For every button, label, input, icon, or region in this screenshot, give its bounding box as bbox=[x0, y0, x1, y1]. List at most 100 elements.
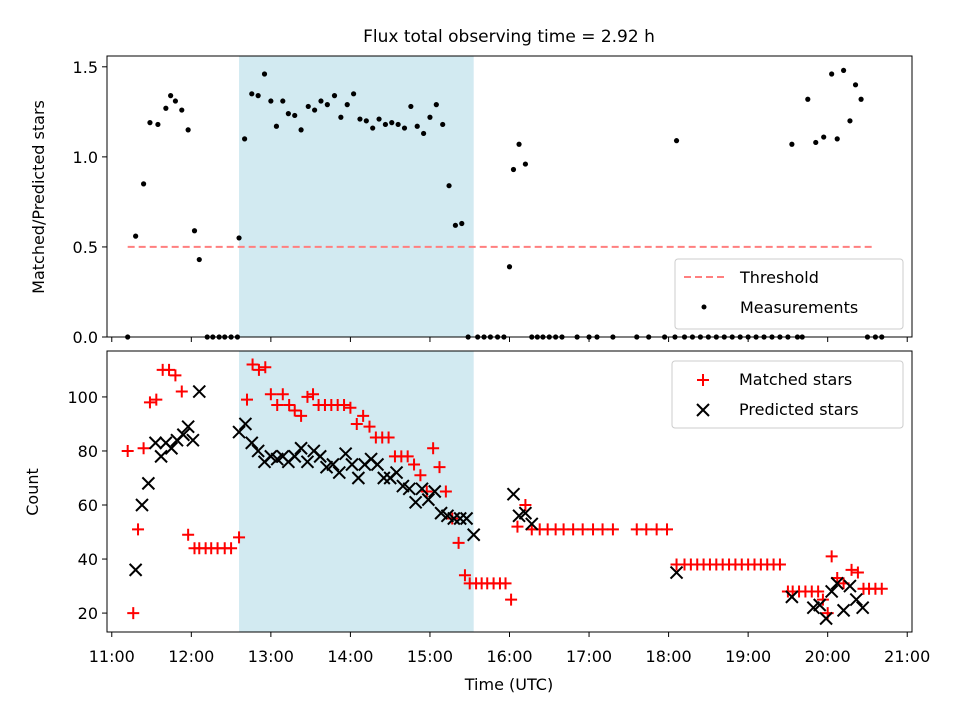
predicted-star-point bbox=[843, 579, 857, 593]
matched-star-point bbox=[458, 569, 471, 582]
measurement-point bbox=[312, 107, 318, 113]
measurement-point bbox=[433, 102, 439, 108]
predicted-star-point bbox=[459, 511, 474, 526]
measurement-point bbox=[370, 125, 376, 131]
matched-star-point bbox=[246, 358, 259, 371]
measurement-point bbox=[673, 138, 680, 144]
predicted-star-point bbox=[813, 598, 827, 612]
plus-marker-icon bbox=[697, 374, 709, 386]
top-y-axis: 0.0 0.5 1.0 1.5 bbox=[73, 58, 107, 347]
matched-star-point bbox=[661, 523, 673, 536]
predicted-star-point bbox=[232, 425, 246, 439]
matched-star-point bbox=[452, 536, 465, 549]
matched-star-point bbox=[295, 409, 308, 422]
x-tick-label: 11:00 bbox=[89, 647, 135, 666]
predicted-star-point bbox=[824, 584, 839, 599]
x-tick-label: 14:00 bbox=[327, 647, 373, 666]
predicted-star-point bbox=[849, 592, 864, 607]
measurement-point bbox=[376, 116, 382, 122]
predicted-star-point bbox=[377, 471, 391, 485]
measurement-point bbox=[285, 111, 291, 117]
matched-star-point bbox=[307, 388, 320, 401]
x-tick-label: 17:00 bbox=[566, 647, 612, 666]
bottom-panel: 20 40 60 80 100 11:00 12:00 13:00 14:00 15:00 16:… bbox=[23, 350, 930, 694]
predicted-star-point bbox=[819, 611, 833, 626]
matched-star-point bbox=[363, 420, 376, 433]
matched-star-point bbox=[401, 450, 414, 463]
predicted-star-point bbox=[370, 457, 385, 472]
predicted-star-point bbox=[154, 449, 168, 464]
measurement-point bbox=[440, 121, 446, 128]
matched-star-point bbox=[433, 461, 446, 474]
measurement-point bbox=[516, 141, 522, 147]
matched-star-point bbox=[420, 485, 433, 498]
measurement-point bbox=[280, 98, 286, 104]
measurement-point bbox=[236, 235, 242, 241]
predicted-star-point bbox=[148, 436, 163, 450]
predicted-star-point bbox=[408, 495, 423, 510]
matched-star-point bbox=[439, 485, 452, 498]
measurement-point bbox=[147, 120, 153, 126]
matched-star-point bbox=[233, 531, 246, 544]
measurement-point bbox=[401, 125, 408, 131]
y-tick-label: 80 bbox=[78, 442, 98, 461]
x-axis: 11:00 12:00 13:00 14:00 15:00 16:00 17:00 18:00… bbox=[89, 632, 930, 666]
figure-title: Flux total observing time = 2.92 h bbox=[363, 27, 655, 47]
y-tick-label: 100 bbox=[67, 388, 98, 407]
matched-star-point bbox=[225, 542, 238, 555]
measurement-point bbox=[852, 82, 859, 88]
matched-star-point bbox=[175, 385, 188, 398]
matched-star-point bbox=[875, 582, 888, 595]
matched-star-point bbox=[505, 593, 518, 606]
measurement-point bbox=[847, 118, 853, 124]
measurement-point bbox=[446, 183, 452, 189]
measurement-point bbox=[834, 136, 840, 142]
measurement-point bbox=[298, 127, 304, 133]
matched-star-point bbox=[446, 512, 459, 525]
measurement-point bbox=[813, 139, 819, 146]
y-tick-label: 0.5 bbox=[73, 238, 98, 257]
measurement-point bbox=[338, 114, 344, 120]
predicted-star-point bbox=[186, 433, 200, 447]
measurement-point bbox=[522, 161, 529, 167]
matched-star-point bbox=[519, 499, 532, 512]
measurement-point bbox=[382, 121, 389, 128]
top-x-tick-marks bbox=[111, 337, 908, 342]
matched-star-point bbox=[241, 393, 253, 406]
predicted-star-point bbox=[245, 436, 259, 450]
matched-star-point bbox=[259, 361, 272, 374]
matched-star-point bbox=[137, 442, 150, 455]
predicted-star-point bbox=[785, 590, 799, 604]
matched-star-point bbox=[382, 431, 395, 444]
measurement-point bbox=[452, 222, 459, 228]
top-panel: 0.0 0.5 1.0 1.5 Matched/Predicted stars Thr… bbox=[29, 55, 913, 347]
matched-star-point bbox=[851, 566, 864, 579]
predicted-star-point bbox=[402, 482, 416, 496]
measurement-point bbox=[840, 67, 847, 74]
measurement-point bbox=[324, 102, 330, 108]
x-tick-label: 19:00 bbox=[725, 647, 771, 666]
predicted-star-point bbox=[447, 511, 461, 526]
x-tick-label: 18:00 bbox=[646, 647, 692, 666]
predicted-star-point bbox=[294, 441, 308, 455]
predicted-star-point bbox=[421, 492, 436, 507]
x-tick-label: 16:00 bbox=[486, 647, 532, 666]
legend-threshold-label: Threshold bbox=[739, 268, 819, 287]
matched-star-point bbox=[499, 577, 512, 590]
matched-star-point bbox=[252, 363, 265, 376]
matched-star-point bbox=[338, 399, 351, 412]
measurement-point bbox=[789, 141, 795, 147]
y-tick-label: 0.0 bbox=[73, 328, 98, 347]
measurement-point bbox=[350, 91, 357, 97]
predicted-star-point bbox=[669, 565, 684, 580]
predicted-star-point bbox=[345, 457, 359, 472]
y-tick-label: 60 bbox=[78, 496, 98, 515]
measurement-point bbox=[805, 96, 811, 102]
predicted-star-point bbox=[389, 465, 404, 480]
predicted-star-point bbox=[415, 482, 429, 496]
measurement-point bbox=[179, 107, 185, 113]
measurement-point bbox=[140, 181, 147, 187]
measurement-point bbox=[821, 134, 827, 140]
matched-star-point bbox=[169, 369, 182, 382]
y-tick-label: 1.0 bbox=[73, 148, 98, 167]
